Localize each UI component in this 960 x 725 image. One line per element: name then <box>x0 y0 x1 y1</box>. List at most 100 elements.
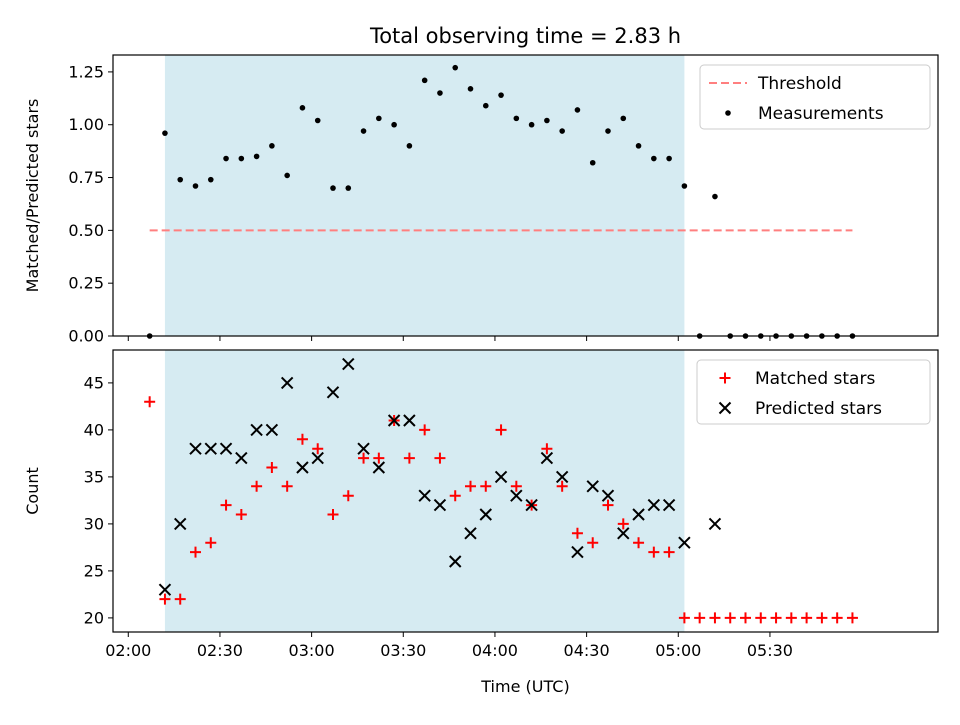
data-point <box>345 185 352 191</box>
axes-frame <box>112 54 939 337</box>
data-point <box>449 490 461 502</box>
x-tick-label: 04:30 <box>564 641 610 660</box>
data-point <box>770 612 782 624</box>
x-tick-label: 02:30 <box>197 641 243 660</box>
data-point <box>342 357 355 371</box>
data-point <box>376 115 382 122</box>
data-point <box>586 480 599 493</box>
data-point <box>571 545 584 559</box>
data-point <box>663 546 675 558</box>
data-point <box>589 159 596 166</box>
data-point <box>574 107 581 113</box>
y-tick-label: 35 <box>84 467 104 486</box>
data-point <box>846 612 858 624</box>
data-point <box>189 442 202 455</box>
x-axis-label: Time (UTC) <box>480 677 569 696</box>
y-tick-label: 0.00 <box>68 327 104 346</box>
data-point <box>694 612 706 624</box>
legend-label: Predicted stars <box>755 399 882 419</box>
data-point <box>651 155 657 162</box>
data-point <box>479 508 492 521</box>
data-point <box>299 105 306 111</box>
data-point <box>419 424 431 436</box>
data-point <box>284 172 290 179</box>
x-tick-label: 03:00 <box>289 641 335 660</box>
top-panel: 0.00 0.25 0.50 0.75 1.00 1.25 Matched/Predicte… <box>23 54 939 346</box>
legend-handle <box>719 372 731 384</box>
data-point <box>662 498 676 512</box>
data-point <box>177 176 184 183</box>
data-point <box>330 185 336 191</box>
data-point <box>403 414 416 427</box>
data-point <box>235 451 248 465</box>
data-point <box>785 612 797 624</box>
data-point <box>204 442 217 455</box>
data-point <box>498 92 504 98</box>
series-predicted-stars <box>158 357 722 596</box>
data-point <box>403 452 415 464</box>
data-point <box>525 498 538 512</box>
y-axis-label: Count <box>23 467 42 515</box>
data-point <box>480 480 492 492</box>
y-tick-label: 20 <box>84 608 104 627</box>
observing-span <box>164 55 685 336</box>
y-tick-label: 0.50 <box>68 221 104 240</box>
data-point <box>158 583 172 596</box>
y-tick-label: 25 <box>84 561 104 580</box>
data-point <box>192 183 199 189</box>
data-point <box>528 121 535 128</box>
data-point <box>452 64 459 71</box>
data-point <box>617 527 630 540</box>
data-point <box>220 499 232 511</box>
legend-box <box>696 359 931 425</box>
data-point <box>421 77 428 84</box>
data-point <box>373 452 385 464</box>
data-point <box>280 376 294 390</box>
data-point <box>617 518 629 530</box>
data-point <box>314 117 321 124</box>
legend-label: Measurements <box>758 104 884 124</box>
data-point <box>144 396 156 408</box>
data-point <box>357 442 370 455</box>
data-point <box>281 480 293 492</box>
data-point <box>266 462 278 473</box>
series-measurements <box>146 64 856 339</box>
data-point <box>269 143 275 149</box>
y-axis-label: Matched/Predicted stars <box>23 99 42 293</box>
x-tick-label: 05:00 <box>655 641 701 660</box>
data-point <box>559 128 565 134</box>
data-point <box>418 489 431 502</box>
data-point <box>406 143 413 149</box>
data-point <box>467 86 474 92</box>
y-tick-label: 45 <box>84 373 104 392</box>
data-point <box>724 612 736 624</box>
data-point <box>238 155 245 162</box>
y-tick-label: 1.25 <box>68 62 104 81</box>
data-point <box>541 443 553 455</box>
legend-box <box>699 64 931 130</box>
data-point <box>708 517 722 531</box>
data-point <box>296 461 309 474</box>
data-point <box>265 423 279 437</box>
data-point <box>587 537 599 549</box>
data-point <box>358 452 370 464</box>
data-point <box>174 593 186 605</box>
data-point <box>635 143 642 149</box>
data-point <box>159 593 171 605</box>
data-point <box>540 451 554 465</box>
data-point <box>312 443 324 455</box>
data-point <box>342 490 354 502</box>
x-tick-label: 04:00 <box>472 641 518 660</box>
axes-frame <box>112 349 939 633</box>
data-point <box>605 128 611 134</box>
legend: Threshold Measurements <box>699 64 931 130</box>
data-point <box>250 423 263 437</box>
legend-handle <box>725 110 731 116</box>
data-point <box>633 537 645 549</box>
data-point <box>449 555 462 568</box>
data-point <box>482 102 489 109</box>
data-point <box>205 537 217 549</box>
data-point <box>666 155 672 162</box>
data-point <box>620 115 627 122</box>
legend-label: Threshold <box>757 74 842 94</box>
